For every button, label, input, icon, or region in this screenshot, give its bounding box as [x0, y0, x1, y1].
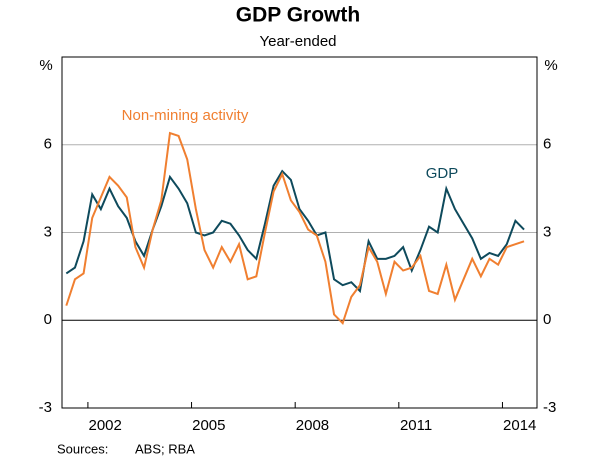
- x-tick-label: 2011: [400, 417, 432, 434]
- y-tick-label-right: 3: [543, 223, 551, 240]
- y-unit-left: %: [39, 57, 52, 74]
- x-tick-label: 2008: [296, 417, 329, 434]
- source-label: Sources:: [57, 441, 108, 456]
- y-unit-right: %: [544, 57, 557, 74]
- y-tick-label: 0: [44, 311, 52, 328]
- x-tick-label: 2005: [192, 417, 225, 434]
- chart-subtitle: Year-ended: [259, 33, 336, 50]
- series-label: GDP: [426, 165, 459, 182]
- x-tick-label: 2014: [503, 417, 536, 434]
- y-tick-label-right: 0: [543, 311, 551, 328]
- y-tick-label: -3: [39, 399, 52, 416]
- series-label: Non-mining activity: [122, 107, 249, 124]
- series-line: [65, 169, 525, 294]
- y-tick-label: 6: [44, 136, 52, 153]
- y-tick-label-right: 6: [543, 136, 551, 153]
- chart-title: GDP Growth: [236, 4, 360, 27]
- plot-frame: [61, 56, 538, 409]
- y-tick-label: 3: [44, 223, 52, 240]
- source: ABS; RBA: [135, 441, 195, 456]
- x-tick-label: 2002: [88, 417, 121, 434]
- y-tick-label-right: -3: [543, 399, 556, 416]
- series-line: [65, 131, 525, 326]
